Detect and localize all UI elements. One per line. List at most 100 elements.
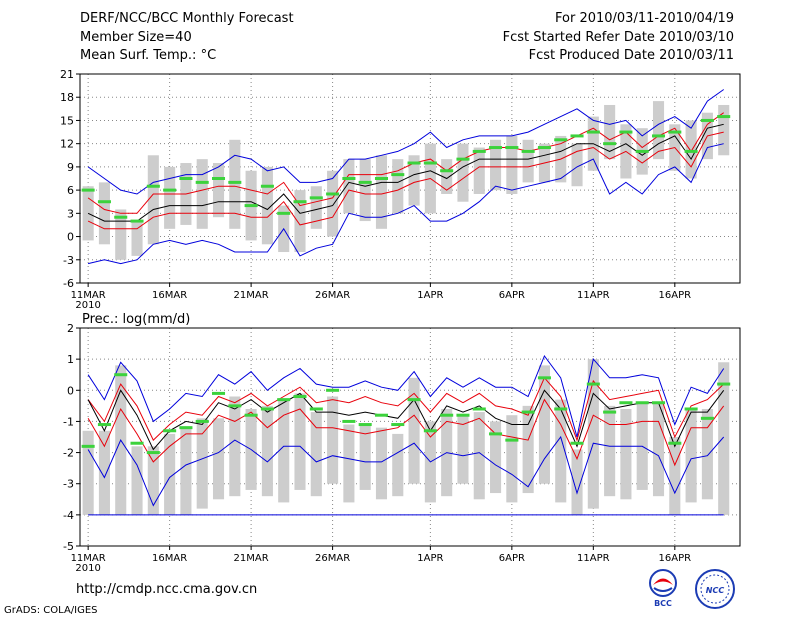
spread-bar — [652, 402, 665, 497]
spread-bar — [457, 415, 469, 484]
observation-marker — [505, 146, 519, 150]
spread-bar — [261, 405, 273, 497]
upper-quartile-line — [87, 376, 725, 442]
spread-bar — [310, 186, 322, 229]
spread-bar — [164, 433, 176, 515]
observation-marker — [391, 173, 405, 177]
spread-bar — [506, 135, 518, 194]
observation-marker — [603, 410, 617, 414]
observation-marker — [586, 382, 600, 386]
spread-bar — [229, 139, 241, 229]
spread-bar — [147, 446, 159, 515]
observation-marker — [717, 115, 731, 119]
max-line — [87, 354, 725, 438]
observation-marker — [195, 180, 209, 184]
observation-marker — [326, 192, 340, 196]
ncc-logo-text: NCC — [706, 586, 725, 595]
spread-bar — [98, 182, 110, 245]
observation-marker — [472, 149, 486, 153]
observation-marker — [163, 188, 177, 192]
observation-marker — [374, 177, 388, 180]
y-tick-label: -1 — [63, 415, 74, 428]
observation-marker — [472, 407, 486, 411]
observation-marker — [635, 149, 649, 153]
spread-bar — [212, 163, 225, 218]
y-tick-label: 0 — [67, 231, 74, 244]
spread-bar — [669, 437, 681, 515]
observation-marker — [684, 407, 698, 411]
y-tick-label: 15 — [60, 114, 74, 127]
plot-frame — [79, 73, 741, 284]
source-url[interactable]: http://cmdp.ncc.cma.gov.cn — [76, 582, 258, 597]
bcc-logo-text: BCC — [654, 599, 672, 608]
observation-marker — [244, 413, 258, 417]
observation-marker — [81, 444, 95, 448]
y-tick-label: 0 — [67, 384, 74, 397]
spread-bar — [115, 209, 127, 260]
spread-bar — [375, 155, 388, 229]
ncc-logo-ring — [695, 569, 735, 609]
spread-bar — [343, 159, 355, 214]
spread-bar — [522, 405, 534, 494]
lower-quartile-line — [87, 131, 724, 230]
spread-bar — [131, 221, 143, 256]
spread-bar — [196, 418, 208, 509]
produced-date: Fcst Produced Date 2010/03/11 — [528, 48, 734, 63]
spread-bar — [392, 433, 404, 497]
y-tick-label: 3 — [67, 207, 74, 220]
y-tick-label: 12 — [60, 138, 74, 151]
observation-marker — [342, 419, 356, 423]
observation-marker — [440, 169, 454, 173]
spread-bar — [147, 155, 159, 245]
observation-marker — [489, 146, 503, 150]
observation-marker — [179, 177, 193, 180]
spread-bar — [229, 396, 241, 497]
x-tick-label: 16APR — [659, 553, 692, 564]
observation-marker — [179, 426, 193, 430]
spread-bar — [261, 166, 273, 245]
observation-marker — [81, 188, 95, 192]
spread-bar — [620, 408, 632, 500]
observation-marker — [407, 398, 421, 402]
forecast-period: For 2010/03/11-2010/04/19 — [555, 11, 734, 26]
observation-marker — [212, 391, 226, 395]
spread-bar — [375, 427, 388, 500]
observation-marker — [537, 376, 551, 380]
y-tick-label: 9 — [67, 161, 74, 174]
spread-bar — [196, 159, 208, 229]
observation-marker — [717, 382, 731, 386]
observation-marker — [260, 184, 274, 188]
observation-marker — [440, 413, 454, 417]
y-tick-label: -6 — [63, 277, 74, 290]
spread-bar — [685, 120, 697, 179]
max-line — [87, 89, 724, 195]
observation-marker — [277, 211, 291, 215]
bcc-logo-wave — [653, 587, 673, 592]
bcc-logo-ring — [649, 569, 677, 597]
x-tick-label: 16MAR — [152, 553, 187, 564]
spread-bar — [490, 139, 502, 191]
x-tick-label: 1APR — [417, 553, 443, 564]
spread-bar — [408, 377, 420, 484]
observation-marker — [391, 423, 405, 427]
observation-marker — [293, 395, 307, 399]
spread-bar — [522, 139, 534, 183]
observation-marker — [505, 438, 519, 442]
spread-bar — [473, 412, 485, 500]
observation-marker — [456, 413, 470, 417]
observation-marker — [244, 204, 258, 208]
observation-marker — [228, 180, 242, 184]
observation-marker — [456, 157, 470, 161]
x-tick-label: 1APR — [417, 290, 443, 301]
spread-bar — [571, 143, 583, 187]
spread-bar — [604, 405, 616, 497]
member-size: Member Size=40 — [80, 30, 192, 45]
observation-marker — [114, 215, 128, 219]
observation-marker — [554, 407, 568, 411]
spread-bar — [457, 143, 469, 202]
observation-marker — [260, 407, 274, 411]
spread-bar — [359, 159, 371, 222]
